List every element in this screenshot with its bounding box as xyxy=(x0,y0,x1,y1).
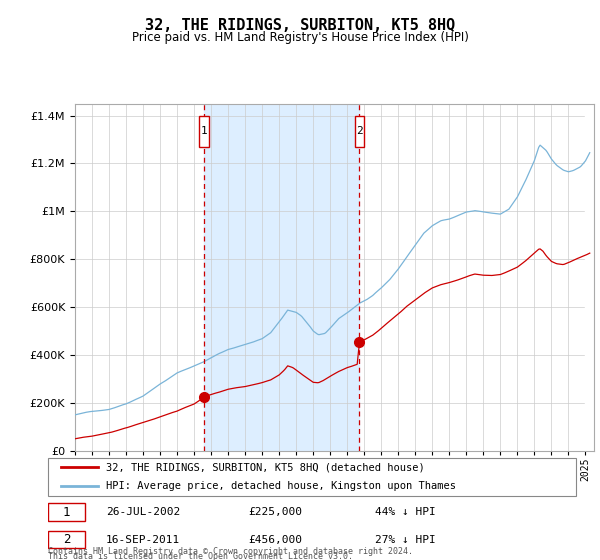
Bar xyxy=(204,104,359,451)
Text: 32, THE RIDINGS, SURBITON, KT5 8HQ (detached house): 32, THE RIDINGS, SURBITON, KT5 8HQ (deta… xyxy=(106,462,425,472)
Text: £456,000: £456,000 xyxy=(248,535,302,544)
Text: 1: 1 xyxy=(200,127,207,137)
Text: 2: 2 xyxy=(356,127,363,137)
FancyBboxPatch shape xyxy=(355,116,364,147)
FancyBboxPatch shape xyxy=(48,458,576,496)
Text: 27% ↓ HPI: 27% ↓ HPI xyxy=(376,535,436,544)
Text: Contains HM Land Registry data © Crown copyright and database right 2024.: Contains HM Land Registry data © Crown c… xyxy=(48,548,413,557)
Text: 2: 2 xyxy=(63,533,70,546)
Text: 1: 1 xyxy=(63,506,70,519)
Text: This data is licensed under the Open Government Licence v3.0.: This data is licensed under the Open Gov… xyxy=(48,552,353,560)
Bar xyxy=(586,104,594,451)
FancyBboxPatch shape xyxy=(199,116,209,147)
Text: 44% ↓ HPI: 44% ↓ HPI xyxy=(376,507,436,517)
Text: 26-JUL-2002: 26-JUL-2002 xyxy=(106,507,181,517)
FancyBboxPatch shape xyxy=(48,531,85,548)
Text: Price paid vs. HM Land Registry's House Price Index (HPI): Price paid vs. HM Land Registry's House … xyxy=(131,31,469,44)
Text: £225,000: £225,000 xyxy=(248,507,302,517)
FancyBboxPatch shape xyxy=(48,503,85,521)
Text: 32, THE RIDINGS, SURBITON, KT5 8HQ: 32, THE RIDINGS, SURBITON, KT5 8HQ xyxy=(145,18,455,32)
Text: 16-SEP-2011: 16-SEP-2011 xyxy=(106,535,181,544)
Text: HPI: Average price, detached house, Kingston upon Thames: HPI: Average price, detached house, King… xyxy=(106,481,456,491)
